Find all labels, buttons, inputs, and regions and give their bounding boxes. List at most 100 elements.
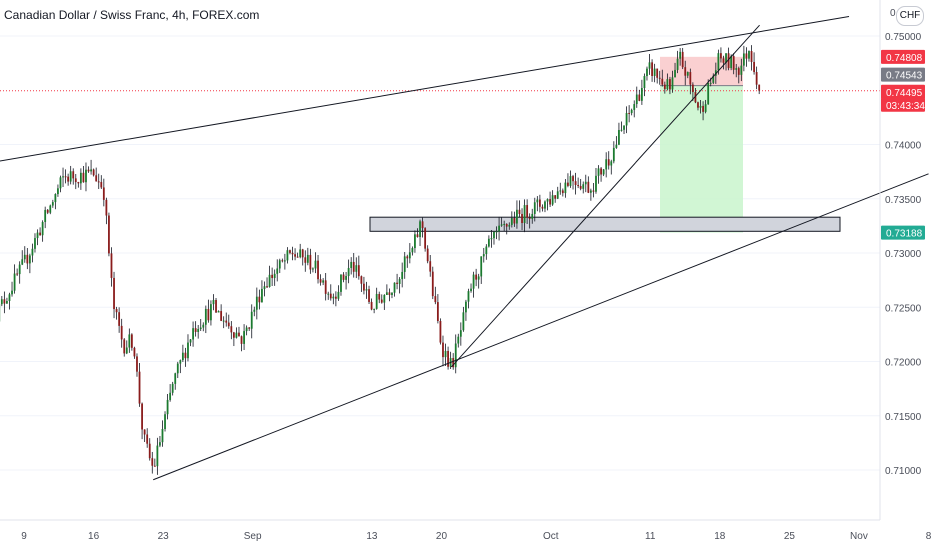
candle-down — [100, 181, 103, 188]
candle-down — [720, 53, 722, 59]
candle-down — [436, 302, 439, 321]
candle-down — [421, 221, 424, 229]
candle-down — [638, 94, 641, 101]
candle-down — [579, 186, 582, 189]
candle-up — [618, 130, 620, 145]
candle-up — [686, 72, 689, 76]
candle-down — [363, 283, 365, 291]
candle-down — [656, 68, 659, 78]
candle-up — [582, 184, 585, 189]
candle-up — [212, 299, 215, 305]
candle-down — [370, 301, 373, 310]
candle-up — [373, 308, 376, 310]
candle-up — [735, 68, 738, 70]
candle-up — [623, 125, 625, 130]
candle-up — [174, 373, 177, 384]
candle-up — [128, 334, 131, 348]
candle-up — [210, 304, 212, 321]
time-axis[interactable]: 9 16 23 Sep 13 20 Oct 11 18 25 Nov 8 — [0, 519, 932, 542]
candle-up — [34, 238, 36, 249]
candle-up — [465, 301, 467, 313]
candle-up — [59, 177, 62, 189]
candle-down — [248, 327, 251, 329]
candle-up — [385, 292, 388, 295]
candle-down — [651, 62, 653, 76]
candle-down — [424, 228, 427, 249]
candle-down — [684, 67, 687, 76]
candle-up — [419, 221, 421, 238]
price-tick-label: 0.71000 — [885, 466, 922, 477]
candle-up — [480, 256, 483, 277]
candle-up — [403, 256, 406, 272]
candle-down — [74, 178, 77, 183]
candle-up — [286, 250, 289, 261]
candle-down — [663, 84, 666, 90]
candle-up — [44, 209, 47, 223]
candle-down — [232, 332, 235, 338]
candle-up — [467, 291, 470, 302]
candle-up — [717, 53, 720, 71]
candle-up — [322, 280, 325, 283]
candle-down — [475, 274, 478, 280]
candle-down — [319, 279, 322, 283]
candle-up — [531, 213, 534, 219]
support-zone-box — [369, 216, 841, 232]
candle-up — [620, 129, 623, 131]
candle-up — [490, 238, 493, 240]
price-badge-label: 0.73188 — [886, 229, 923, 240]
candle-up — [347, 267, 350, 277]
take-profit-zone — [660, 85, 743, 233]
candle-down — [207, 308, 210, 321]
candle-up — [485, 246, 488, 255]
price-axis[interactable]: 0.70.750000.740000.735000.730000.725000.… — [879, 0, 925, 520]
time-tick-label: 16 — [88, 531, 100, 542]
candle-down — [352, 261, 355, 272]
candle-down — [758, 84, 761, 91]
candle-down — [702, 105, 704, 112]
chart-gridlines — [0, 35, 880, 471]
candle-down — [554, 195, 557, 199]
candle-up — [748, 51, 750, 59]
candle-down — [388, 292, 391, 295]
candle-down — [750, 51, 753, 62]
price-tick-label: 0.73000 — [885, 249, 922, 260]
candle-up — [365, 289, 368, 291]
price-badge — [881, 97, 925, 112]
candle-down — [661, 78, 664, 85]
time-tick-label: 8 — [926, 531, 932, 542]
candle-down — [600, 168, 602, 175]
candle-down — [130, 334, 133, 348]
candle-up — [283, 260, 286, 262]
candle-up — [125, 347, 128, 354]
candle-down — [301, 249, 304, 258]
price-tick-label: 0.73500 — [885, 195, 922, 206]
candle-up — [276, 268, 279, 274]
candle-up — [312, 268, 314, 270]
candle-up — [510, 218, 513, 225]
time-tick-label: Oct — [543, 531, 559, 542]
candle-up — [278, 260, 281, 269]
candle-up — [355, 265, 358, 272]
candle-up — [204, 308, 207, 325]
candle-up — [699, 105, 702, 108]
candle-down — [434, 296, 437, 303]
candle-down — [309, 254, 312, 270]
candle-up — [6, 300, 8, 304]
candle-up — [8, 294, 11, 301]
steep-uptrend-trendline — [451, 24, 760, 368]
candle-up — [41, 222, 44, 236]
candle-up — [674, 69, 676, 78]
candle-down — [342, 274, 345, 280]
candle-up — [666, 79, 669, 90]
candle-up — [54, 194, 57, 203]
candle-up — [503, 223, 506, 225]
candle-down — [215, 299, 217, 313]
candle-up — [712, 75, 715, 83]
candle-down — [658, 77, 661, 79]
candle-up — [199, 327, 202, 330]
candle-down — [317, 260, 319, 280]
candle-up — [671, 77, 674, 90]
currency-button[interactable]: CHF — [896, 6, 924, 26]
candle-down — [105, 199, 108, 216]
